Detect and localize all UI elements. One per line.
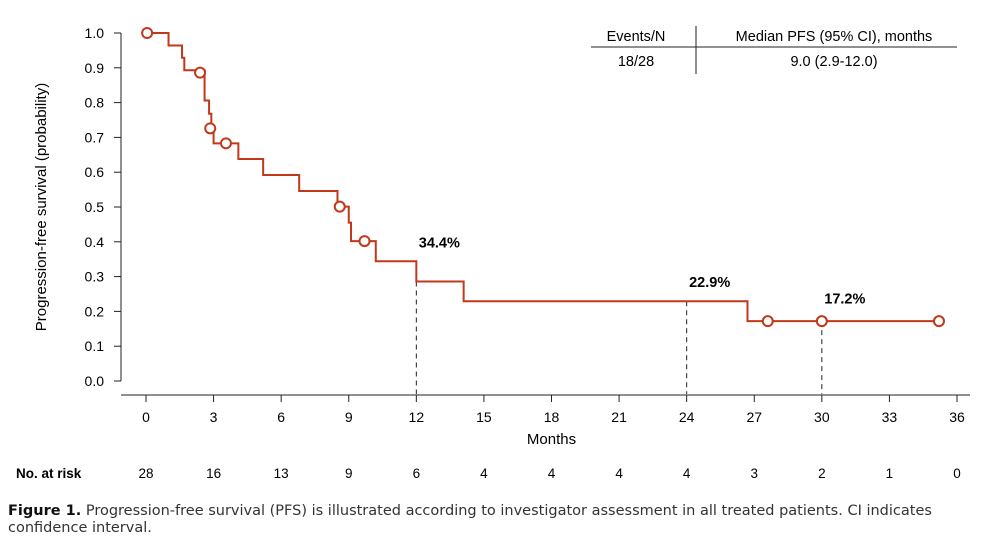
x-tick-label: 36 <box>949 409 965 425</box>
at-risk-count: 2 <box>818 466 826 481</box>
x-tick-label: 27 <box>746 409 762 425</box>
y-tick-label: 0.4 <box>85 234 105 250</box>
at-risk-label: No. at risk <box>16 466 82 481</box>
x-axis-title: Months <box>527 431 576 448</box>
table-header-events: Events/N <box>607 29 666 45</box>
y-tick-label: 1.0 <box>85 25 105 41</box>
landmark-label: 34.4% <box>419 236 460 252</box>
table-cell-events: 18/28 <box>618 54 654 70</box>
at-risk-count: 28 <box>138 466 153 481</box>
censor-mark <box>815 315 828 328</box>
landmark-lines: 34.4% 22.9% 17.2% <box>415 236 865 394</box>
x-tick-label: 24 <box>679 409 695 425</box>
caption-label: Figure 1. <box>8 503 82 519</box>
figure-caption: Figure 1. Progression-free survival (PFS… <box>8 503 983 537</box>
summary-table: Events/N Median PFS (95% CI), months 18/28… <box>591 26 957 74</box>
censor-mark <box>932 315 945 328</box>
survival-step-line <box>146 32 939 323</box>
at-risk-count: 4 <box>548 466 556 481</box>
landmark-label: 22.9% <box>689 275 730 291</box>
y-tick-label: 0.2 <box>85 303 105 319</box>
x-tick-label: 12 <box>409 409 425 425</box>
survival-curve <box>146 32 939 323</box>
x-tick-label: 33 <box>882 409 898 425</box>
y-axis-title: Progression-free survival (probability) <box>33 83 50 331</box>
censor-mark <box>141 27 154 39</box>
x-tick-label: 15 <box>476 409 492 425</box>
y-tick-label: 0.3 <box>85 269 105 285</box>
y-tick-label: 0.0 <box>85 373 105 389</box>
x-tick-label: 6 <box>277 409 285 425</box>
y-tick-label: 0.5 <box>85 199 105 215</box>
censor-mark <box>219 137 232 150</box>
censor-marks <box>141 27 945 328</box>
at-risk-count: 4 <box>683 466 691 481</box>
censor-mark <box>194 66 207 79</box>
at-risk-count: 3 <box>750 466 758 481</box>
censor-mark <box>761 315 774 328</box>
landmark-label: 17.2% <box>824 292 865 308</box>
x-tick-label: 30 <box>814 409 830 425</box>
at-risk-count: 9 <box>345 466 353 481</box>
y-tick-label: 0.9 <box>85 60 105 76</box>
x-tick-label: 0 <box>142 409 150 425</box>
at-risk-count: 6 <box>413 466 421 481</box>
y-tick-label: 0.1 <box>85 338 105 354</box>
x-tick-label: 18 <box>544 409 560 425</box>
x-tick-label: 3 <box>210 409 218 425</box>
x-tick-label: 21 <box>611 409 627 425</box>
at-risk-count: 1 <box>886 466 894 481</box>
at-risk-count: 4 <box>615 466 623 481</box>
censor-mark <box>333 200 346 213</box>
y-tick-label: 0.6 <box>85 164 105 180</box>
y-axis: 0.0 0.1 0.2 0.3 0.4 0.5 0.6 0.7 0.8 0.9 1.0 Progres… <box>33 25 122 389</box>
table-cell-median: 9.0 (2.9-12.0) <box>790 54 877 70</box>
km-chart: Events/N Median PFS (95% CI), months 18/28… <box>16 25 970 481</box>
y-tick-label: 0.8 <box>85 95 105 111</box>
y-tick-label: 0.7 <box>85 129 105 145</box>
at-risk-count: 4 <box>480 466 488 481</box>
caption-text: Progression-free survival (PFS) is illus… <box>8 503 932 536</box>
at-risk-count: 13 <box>274 466 289 481</box>
table-header-median: Median PFS (95% CI), months <box>736 29 933 45</box>
x-tick-label: 9 <box>345 409 353 425</box>
censor-mark <box>204 122 217 135</box>
at-risk-count: 16 <box>206 466 221 481</box>
censor-mark <box>358 235 371 248</box>
at-risk-row: No. at risk 28 16 13 9 6 4 4 4 4 3 2 1 0 <box>16 466 961 481</box>
at-risk-count: 0 <box>953 466 961 481</box>
